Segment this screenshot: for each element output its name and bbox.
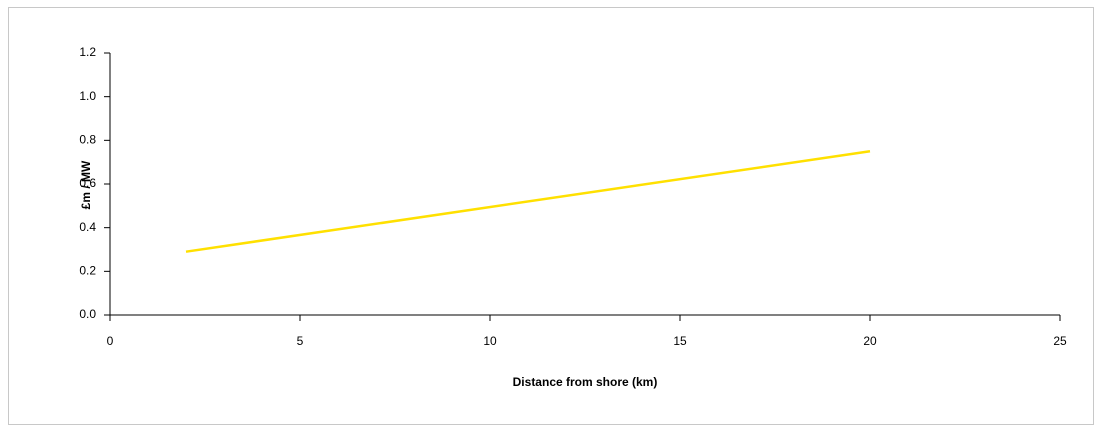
x-axis-title: Distance from shore (km) [513, 375, 658, 389]
y-tick-label: 1.2 [79, 45, 96, 59]
y-tick-label: 0.8 [79, 133, 96, 147]
x-tick-label: 5 [297, 334, 304, 348]
x-tick-label: 15 [673, 334, 687, 348]
y-tick-label: 1.0 [79, 89, 96, 103]
y-tick-label: 0.0 [79, 307, 96, 321]
chart-frame [8, 7, 1094, 425]
x-tick-label: 20 [863, 334, 877, 348]
data-line [185, 150, 871, 253]
y-tick-label: 0.4 [79, 220, 96, 234]
x-tick-label: 25 [1053, 334, 1067, 348]
y-axis-title: £m / MW [79, 160, 93, 209]
x-tick-label: 10 [483, 334, 497, 348]
y-tick-label: 0.2 [79, 264, 96, 278]
y-tick-label: 0.6 [79, 176, 96, 190]
x-tick-label: 0 [107, 334, 114, 348]
